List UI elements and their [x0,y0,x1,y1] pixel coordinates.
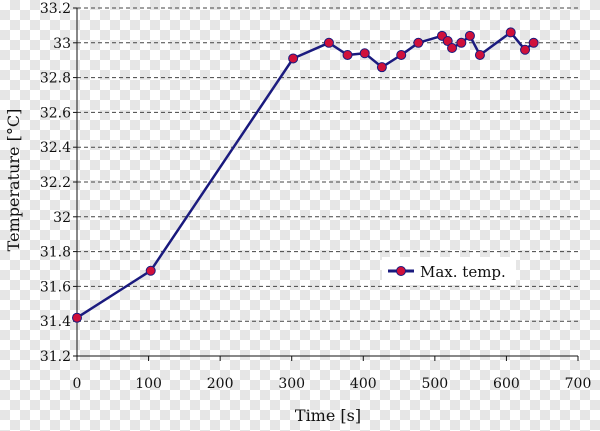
y-tick-label: 32 [53,210,71,226]
y-tick-label: 32.4 [40,140,71,156]
y-tick-label: 32.6 [40,105,71,121]
series-group [72,27,539,323]
data-point [323,37,334,48]
y-tick-label: 31.2 [40,349,71,365]
legend-label: Max. temp. [420,263,506,281]
data-point [520,44,531,55]
x-axis-title: Time [s] [295,406,361,425]
data-point [505,27,516,38]
x-tick-labels: 0 100 200 300 400 500 600 700 [73,376,592,392]
x-tick-label: 700 [565,376,592,392]
data-point [359,48,370,59]
data-point [464,30,475,41]
series-line [76,31,535,319]
data-point [447,43,458,54]
y-axis-title: Temperature [°C] [4,109,23,252]
x-tick-label: 100 [135,376,162,392]
y-tick-label: 32.2 [40,175,71,191]
data-point [413,37,424,48]
x-tick-label: 300 [278,376,305,392]
x-tick-label: 400 [350,376,377,392]
y-tick-label: 33.2 [40,1,71,17]
data-point [396,49,407,60]
y-tick-label: 33 [53,36,71,52]
data-point [342,49,353,60]
y-tick-labels: 31.2 31.4 31.6 31.8 32 32.2 32.4 32.6 32.8 33 33.2 [40,1,71,365]
data-point [376,62,387,73]
data-point [528,37,539,48]
x-tick-label: 0 [73,376,82,392]
data-point [456,37,467,48]
x-tick-label: 500 [421,376,448,392]
axes [73,7,579,361]
legend: Max. temp. [382,257,516,285]
y-tick-label: 31.6 [40,279,71,295]
legend-marker-sample [396,266,406,276]
y-tick-label: 31.8 [40,245,71,261]
data-point [288,53,299,64]
data-point [474,49,485,60]
data-point [72,312,82,323]
data-point [145,265,156,276]
x-tick-label: 200 [207,376,234,392]
x-tick-label: 600 [493,376,520,392]
y-tick-label: 31.4 [40,314,71,330]
y-tick-label: 32.8 [40,71,71,87]
